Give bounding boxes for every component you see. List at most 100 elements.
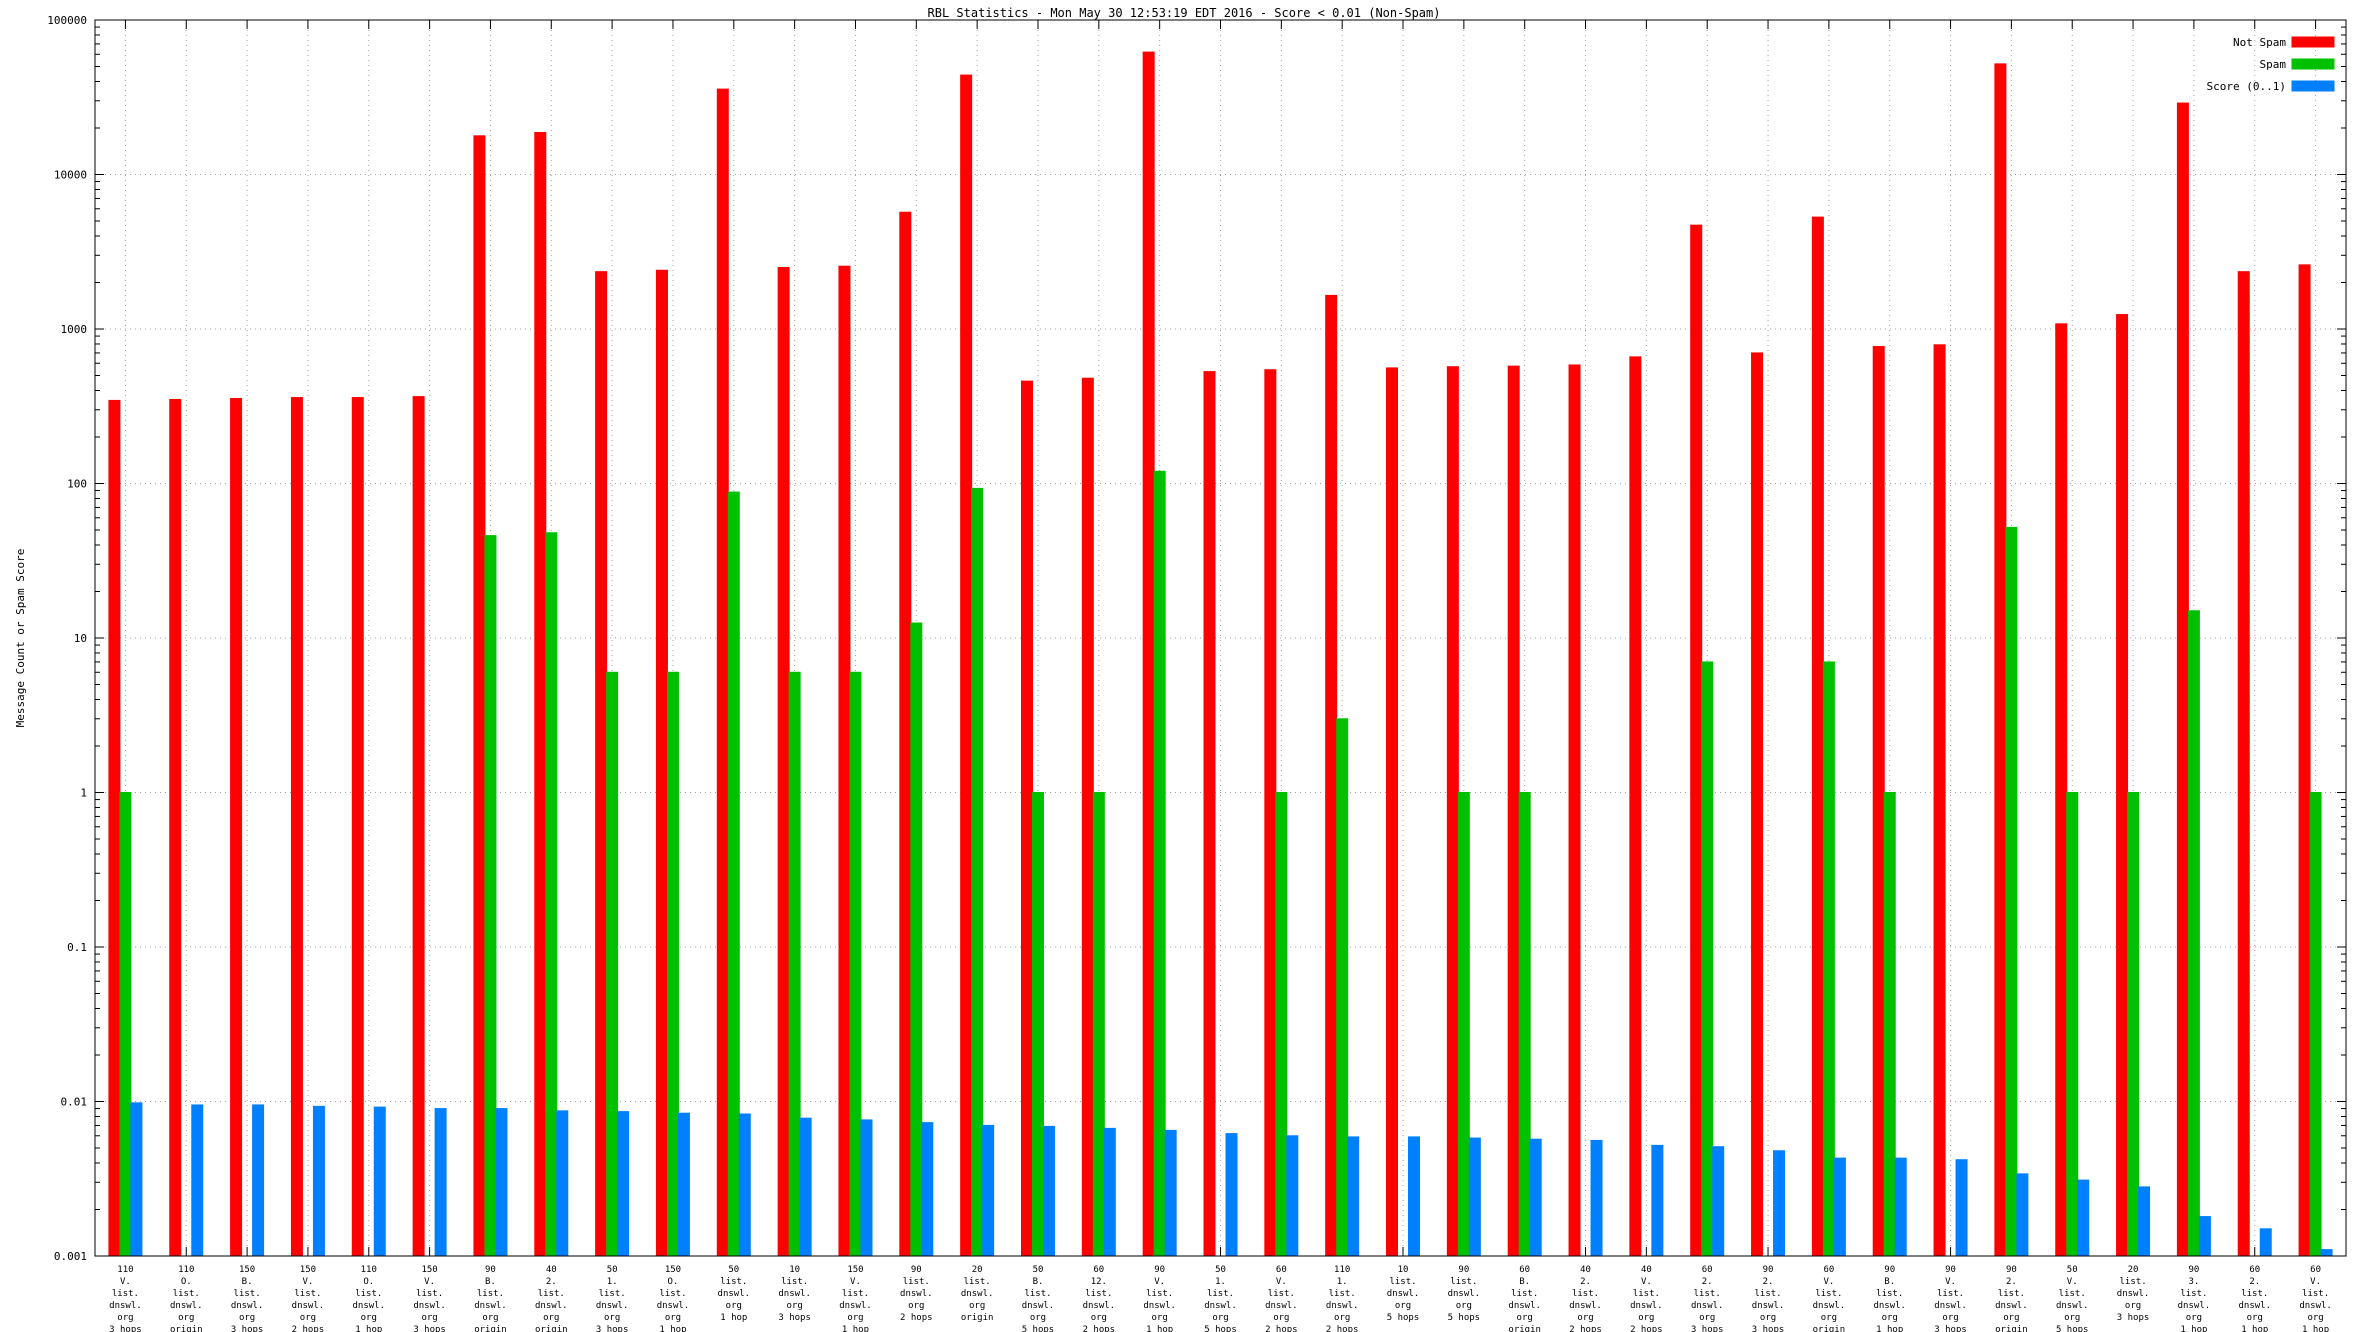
x-tick-label-line: org	[1091, 1313, 1107, 1323]
x-tick-label-line: dnswl.	[231, 1301, 264, 1311]
bar-score	[1773, 1150, 1786, 1257]
x-tick-label-line: org	[1334, 1313, 1350, 1323]
x-tick-label-line: 90	[1458, 1265, 1469, 1275]
bar-spam	[2309, 792, 2322, 1257]
x-tick-label-line: 3 hops	[231, 1325, 264, 1332]
x-tick-label-line: list.	[1633, 1289, 1660, 1299]
x-tick-label-line: org	[482, 1313, 498, 1323]
bar-score	[982, 1124, 995, 1257]
x-tick-label-line: list.	[1572, 1289, 1599, 1299]
x-tick-label-line: 3 hops	[1934, 1325, 1967, 1332]
x-tick-label-line: org	[2125, 1301, 2141, 1311]
x-tick-label-line: origin	[535, 1325, 568, 1332]
x-tick-label-line: list.	[1511, 1289, 1538, 1299]
x-tick-label-line: list.	[294, 1289, 321, 1299]
bar-score	[1468, 1137, 1481, 1257]
y-tick-label: 0.01	[61, 1096, 88, 1109]
x-tick-label-line: 90	[1763, 1265, 1774, 1275]
x-tick-label-line: list.	[112, 1289, 139, 1299]
x-tick-label-line: dnswl.	[170, 1301, 203, 1311]
bar-spam	[910, 622, 923, 1257]
x-tick-label-line: 1 hop	[355, 1325, 382, 1332]
x-tick-label-line: dnswl.	[292, 1301, 325, 1311]
bar-not-spam	[1872, 346, 1885, 1257]
bar-score	[1529, 1138, 1542, 1257]
chart-title: RBL Statistics - Mon May 30 12:53:19 EDT…	[927, 6, 1441, 20]
bar-score	[1651, 1144, 1664, 1257]
x-tick-label-line: list.	[1329, 1289, 1356, 1299]
bar-not-spam	[1507, 365, 1520, 1257]
bar-spam	[788, 671, 801, 1257]
bar-not-spam	[960, 74, 973, 1257]
x-tick-label-line: dnswl.	[1448, 1289, 1481, 1299]
x-tick-label-line: dnswl.	[1387, 1289, 1420, 1299]
x-tick-label-line: origin	[1813, 1325, 1846, 1332]
bar-not-spam	[2055, 323, 2068, 1257]
x-tick-label-line: origin	[170, 1325, 203, 1332]
x-tick-label-line: 5 hops	[1387, 1313, 1420, 1323]
x-tick-label-line: 1 hop	[2302, 1325, 2329, 1332]
bar-score	[2077, 1179, 2090, 1257]
x-tick-label-line: dnswl.	[2117, 1289, 2150, 1299]
x-tick-label-line: list.	[173, 1289, 200, 1299]
x-tick-label-line: list.	[2180, 1289, 2207, 1299]
x-tick-label-line: 3 hops	[109, 1325, 142, 1332]
bar-spam	[606, 671, 619, 1257]
x-tick-label-line: 90	[2006, 1265, 2017, 1275]
x-tick-label-line: O.	[668, 1277, 679, 1287]
x-tick-label-line: B.	[485, 1277, 496, 1287]
bar-not-spam	[1325, 294, 1338, 1257]
x-tick-label-line: 110	[178, 1265, 194, 1275]
x-tick-label-line: 60	[1519, 1265, 1530, 1275]
bar-spam	[1701, 661, 1714, 1257]
bar-spam	[971, 487, 984, 1257]
bar-score	[1408, 1136, 1421, 1257]
bar-not-spam	[169, 398, 182, 1257]
x-tick-label-line: list.	[659, 1289, 686, 1299]
x-tick-label-line: org	[2186, 1313, 2202, 1323]
bar-spam	[1457, 792, 1470, 1257]
x-tick-label-line: dnswl.	[2178, 1301, 2211, 1311]
x-tick-label-line: dnswl.	[109, 1301, 142, 1311]
x-tick-label-line: dnswl.	[1143, 1301, 1176, 1311]
x-tick-label-line: dnswl.	[1752, 1301, 1785, 1311]
x-tick-label-line: list.	[1450, 1277, 1477, 1287]
bar-spam	[2005, 526, 2018, 1257]
bar-not-spam	[1994, 63, 2007, 1257]
x-tick-label-line: org	[1638, 1313, 1654, 1323]
x-tick-label-line: dnswl.	[1873, 1301, 1906, 1311]
x-tick-label-line: 3 hops	[778, 1313, 811, 1323]
legend-swatch-score	[2291, 80, 2335, 92]
x-tick-label-line: 90	[1884, 1265, 1895, 1275]
x-tick-label-line: org	[847, 1313, 863, 1323]
x-tick-label-line: dnswl.	[1813, 1301, 1846, 1311]
x-tick-label-line: dnswl.	[1022, 1301, 1055, 1311]
x-tick-label-line: list.	[1207, 1289, 1234, 1299]
bar-spam	[484, 535, 497, 1257]
x-tick-label-line: dnswl.	[718, 1289, 751, 1299]
x-tick-label-line: 1.	[607, 1277, 618, 1287]
x-tick-label-line: origin	[961, 1313, 994, 1323]
x-tick-label-line: 1.	[1337, 1277, 1348, 1287]
x-tick-label-line: dnswl.	[474, 1301, 507, 1311]
x-tick-label-line: dnswl.	[1265, 1301, 1298, 1311]
y-tick-label: 100	[67, 478, 87, 491]
bar-not-spam	[1751, 352, 1764, 1257]
bar-score	[1347, 1136, 1360, 1257]
x-tick-label-line: 110	[1334, 1265, 1350, 1275]
bar-spam	[2066, 792, 2079, 1257]
x-tick-label-line: V.	[1154, 1277, 1165, 1287]
x-tick-label-line: org	[1030, 1313, 1046, 1323]
x-tick-label-line: org	[604, 1313, 620, 1323]
x-tick-label-line: 1 hop	[1876, 1325, 1903, 1332]
x-tick-label-line: V.	[1945, 1277, 1956, 1287]
x-tick-label-line: org	[1456, 1301, 1472, 1311]
bar-score	[434, 1108, 447, 1257]
x-tick-label-line: 5 hops	[2056, 1325, 2089, 1332]
x-tick-label-line: dnswl.	[353, 1301, 386, 1311]
x-tick-label-line: 5 hops	[1022, 1325, 1055, 1332]
x-tick-label-line: dnswl.	[1934, 1301, 1967, 1311]
x-tick-label-line: 60	[2310, 1265, 2321, 1275]
x-tick-label-line: 2 hops	[1326, 1325, 1359, 1332]
bar-score	[1712, 1146, 1725, 1257]
